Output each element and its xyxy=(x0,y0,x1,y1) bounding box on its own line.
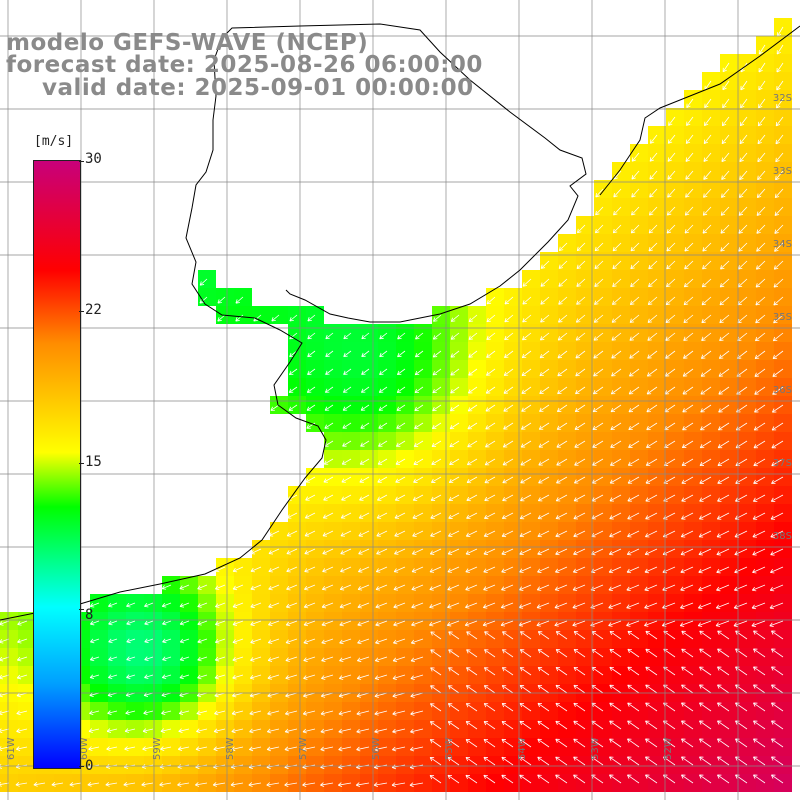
wind-arrow xyxy=(776,44,784,55)
lon-label: 52W xyxy=(663,737,674,760)
wind-arrow xyxy=(631,152,640,162)
colorbar-tick-label: 15 xyxy=(85,454,102,470)
wind-arrow xyxy=(722,98,730,109)
wind-arrow xyxy=(776,80,784,91)
lat-label: 38S xyxy=(773,531,792,542)
lon-label: 58W xyxy=(225,737,236,760)
colorbar-tick-label: 8 xyxy=(85,607,94,623)
lon-label: 55W xyxy=(444,737,455,760)
colorbar-tick-label: 30 xyxy=(85,151,102,167)
wind-arrow xyxy=(758,44,766,55)
lat-label: 32S xyxy=(773,93,792,104)
forecast-date: forecast date: 2025-08-26 06:00:00 xyxy=(6,52,483,78)
lon-label: 56W xyxy=(371,737,382,760)
wind-arrow xyxy=(685,134,694,144)
lon-label: 57W xyxy=(298,737,309,760)
wind-arrow xyxy=(685,152,694,162)
wind-arrow xyxy=(739,134,748,145)
colorbar-tickmark xyxy=(79,609,84,610)
lat-label: 36S xyxy=(773,385,792,396)
wind-arrow xyxy=(667,134,676,144)
wind-arrow xyxy=(721,134,730,145)
colorbar-tick-label: 0 xyxy=(85,758,94,774)
wind-arrow xyxy=(721,116,730,127)
wind-arrow xyxy=(776,98,784,109)
wind-arrow xyxy=(668,116,676,126)
wind-arrow xyxy=(722,62,730,73)
wind-arrows xyxy=(0,26,784,788)
wind-arrow xyxy=(649,152,658,162)
wind-arrow xyxy=(703,134,712,144)
colorbar-tickmark xyxy=(79,161,84,162)
colorbar-tickmark xyxy=(79,766,84,767)
wind-arrow xyxy=(739,116,748,127)
wind-arrow xyxy=(704,98,712,109)
wind-arrow xyxy=(758,80,766,91)
lon-label: 54W xyxy=(517,737,528,760)
wind-arrow xyxy=(686,98,694,108)
lon-label: 53W xyxy=(590,737,601,760)
colorbar-unit: [m/s] xyxy=(34,134,74,149)
colorbar-tick-label: 22 xyxy=(85,302,102,318)
lat-label: 33S xyxy=(773,166,792,177)
wind-arrow xyxy=(758,62,766,73)
lat-label: 37S xyxy=(773,458,792,469)
wind-arrow xyxy=(667,152,676,162)
wind-arrow xyxy=(740,80,748,91)
wind-arrow xyxy=(649,134,658,144)
lat-label: 34S xyxy=(773,239,792,250)
wind-arrow xyxy=(722,80,730,91)
wind-speed-field xyxy=(0,18,792,792)
colorbar xyxy=(33,160,81,769)
wind-arrow xyxy=(704,116,712,126)
lat-label: 35S xyxy=(773,312,792,323)
valid-date: valid date: 2025-09-01 00:00:00 xyxy=(42,75,474,101)
wind-arrow xyxy=(758,98,766,109)
wind-arrow xyxy=(686,116,694,126)
wind-arrow xyxy=(703,152,712,162)
wind-arrow xyxy=(757,116,766,127)
wind-arrow xyxy=(757,134,766,145)
lon-label: 59W xyxy=(152,737,163,760)
wind-arrow xyxy=(740,98,748,109)
wind-arrow xyxy=(775,134,784,145)
wind-arrow xyxy=(775,116,784,127)
colorbar-tickmark xyxy=(79,463,84,464)
wind-arrow xyxy=(776,62,784,73)
colorbar-tickmark xyxy=(79,311,84,312)
lon-label: 61W xyxy=(6,737,17,760)
wind-arrow xyxy=(721,152,730,162)
